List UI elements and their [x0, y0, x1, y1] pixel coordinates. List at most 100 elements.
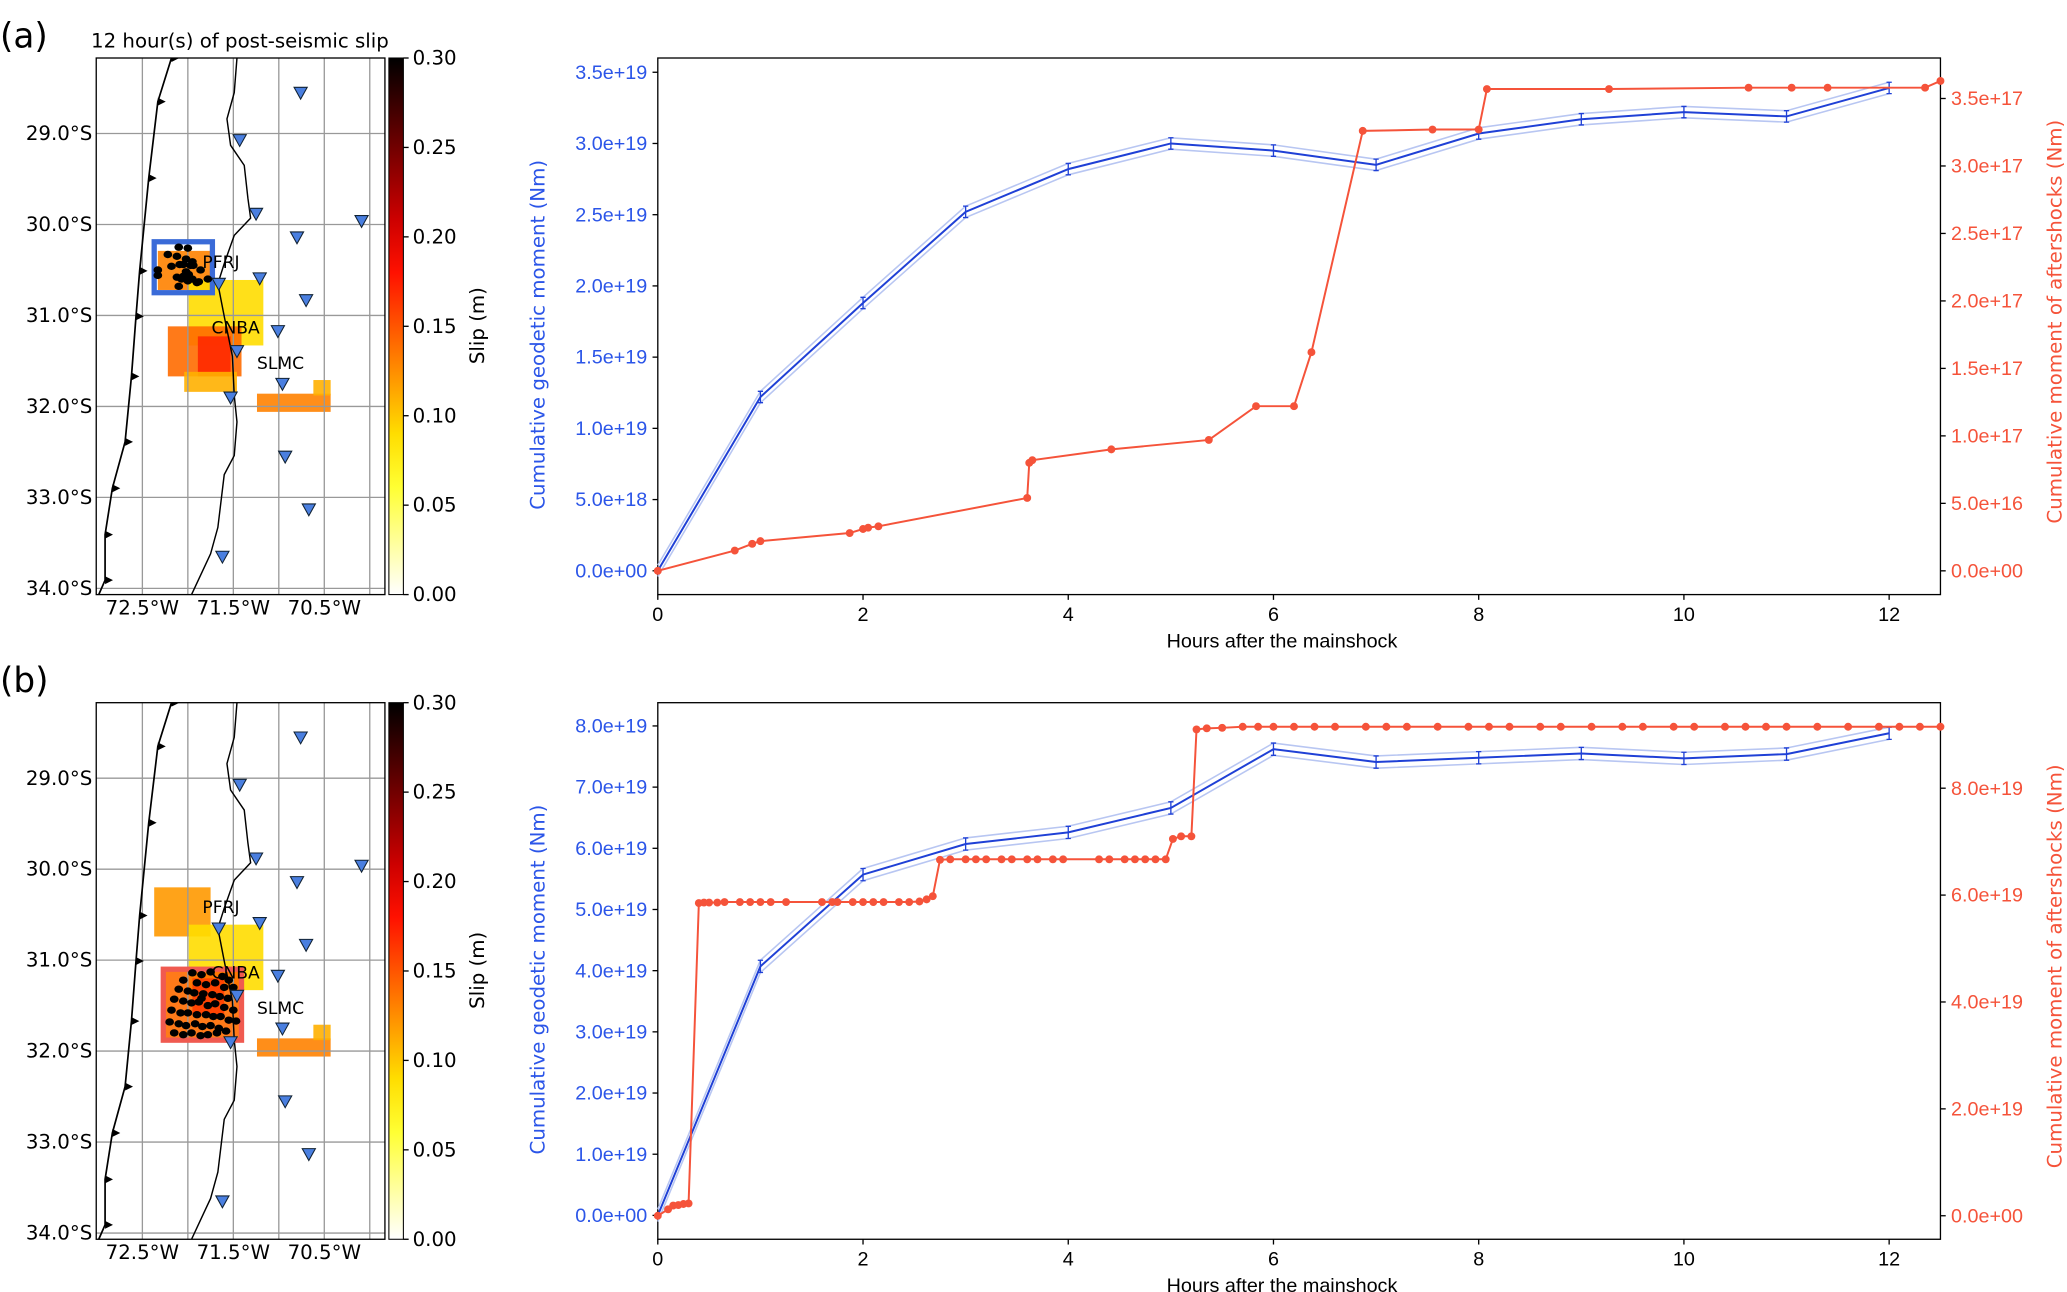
- y-left-tick-label: 3.0e+19: [575, 1021, 647, 1043]
- y-left-tick-label: 8.0e+19: [575, 716, 647, 738]
- aftershock-moment-point: [1141, 855, 1150, 864]
- aftershock-moment-point: [1485, 722, 1493, 731]
- station-label: PFRJ: [202, 898, 239, 918]
- aftershock-dot: [208, 1012, 218, 1021]
- aftershock-moment-point: [1059, 855, 1068, 864]
- aftershock-moment-point: [982, 855, 991, 864]
- geodetic-error-bar: [757, 959, 764, 974]
- lon-tick-label: 71.5°W: [197, 1241, 270, 1264]
- aftershock-dot: [183, 1009, 193, 1017]
- aftershock-moment-point: [1107, 445, 1116, 454]
- aftershock-dot: [183, 244, 193, 252]
- aftershock-dot: [219, 1003, 229, 1012]
- x-tick-label: 4: [1063, 604, 1074, 626]
- aftershock-moment-point: [1690, 722, 1699, 731]
- x-axis-label: Hours after the mainshock: [1167, 630, 1398, 652]
- colorbar-tick-label: 0.15: [413, 315, 457, 338]
- aftershock-moment-point: [845, 529, 854, 537]
- aftershock-moment-point: [1895, 722, 1904, 731]
- aftershock-dot: [218, 972, 227, 981]
- geodetic-lower-bound: [657, 92, 1890, 577]
- geodetic-error-bar: [1783, 747, 1790, 761]
- trench-triangle-icon: [105, 576, 113, 585]
- colorbar-tick-label: 0.25: [413, 136, 457, 159]
- colorbar-tick-label: 0.10: [413, 1049, 457, 1072]
- panel-b: (b) PFRJ CNBA SLMC 29.0°S 30.0°S 31.0°S 32.0°S 3…: [0, 661, 2067, 1292]
- aftershock-box: [151, 239, 216, 296]
- gnss-station-icon: [214, 1195, 230, 1209]
- y-right-axis-label: Cumulative moment of aftershocks (Nm): [2044, 764, 2067, 1168]
- aftershock-moment-point: [1120, 855, 1129, 864]
- aftershock-moment-point: [1361, 722, 1370, 731]
- aftershock-dot: [206, 1021, 215, 1030]
- geodetic-error-bar: [1476, 750, 1482, 765]
- aftershock-moment-point: [1048, 855, 1057, 864]
- colorbar-label: Slip (m): [466, 287, 489, 364]
- aftershock-dot: [219, 983, 229, 992]
- trench-triangle-icon: [157, 97, 166, 106]
- aftershock-moment-point: [997, 855, 1006, 864]
- aftershock-dot: [224, 1016, 234, 1024]
- map-frame: [95, 57, 386, 596]
- slip-patch: [197, 336, 231, 377]
- aftershock-dot: [174, 282, 184, 291]
- y-left-tick-label: 0.0e+00: [575, 1205, 647, 1227]
- y-right-tick-label: 5.0e+16: [1951, 493, 2023, 515]
- y-right-tick-label: 8.0e+19: [1951, 778, 2023, 800]
- aftershock-dot: [203, 1001, 213, 1010]
- colorbar-tick-label: 0.10: [413, 404, 457, 427]
- aftershock-dot: [228, 1006, 238, 1014]
- geodetic-error-bar: [1168, 801, 1174, 815]
- aftershock-moment-point: [1130, 855, 1139, 864]
- gnss-station-icon: [274, 377, 290, 392]
- gnss-station-icon: [301, 503, 317, 517]
- geodetic-error-bar: [1783, 110, 1790, 123]
- geodetic-error-bar: [963, 837, 969, 851]
- trench-triangle-icon: [148, 818, 157, 827]
- aftershock-moment-point: [1290, 722, 1298, 731]
- colorbar-tick-label: 0.20: [413, 225, 457, 248]
- aftershock-moment-point: [1638, 722, 1647, 731]
- gnss-station-icon: [270, 969, 286, 984]
- aftershock-moment-point: [1813, 722, 1822, 731]
- y-left-tick-label: 0.0e+00: [575, 560, 647, 582]
- gnss-station-icon: [252, 917, 268, 931]
- lat-tick-label: 30.0°S: [26, 858, 92, 881]
- y-left-tick-label: 2.0e+19: [575, 276, 647, 298]
- station-label: SLMC: [257, 354, 304, 374]
- lat-tick-label: 33.0°S: [26, 486, 92, 509]
- trench-triangle-icon: [112, 1129, 121, 1137]
- gnss-station-icon: [232, 778, 248, 793]
- lat-tick-label: 29.0°S: [26, 122, 92, 145]
- aftershock-dot: [228, 983, 238, 992]
- aftershock-moment-point: [735, 898, 744, 906]
- y-left-tick-label: 3.0e+19: [575, 133, 647, 155]
- aftershock-moment-point: [859, 898, 867, 906]
- aftershock-moment-point: [869, 898, 878, 906]
- coastline: [190, 702, 252, 1240]
- gnss-station-icon: [293, 731, 309, 745]
- gnss-station-icon: [248, 852, 264, 866]
- aftershock-moment-point: [713, 898, 722, 907]
- geodetic-error-bar: [1270, 144, 1277, 157]
- gnss-station-icon: [211, 277, 227, 292]
- gnss-station-icon: [289, 231, 305, 245]
- aftershock-moment-point: [818, 898, 826, 906]
- slip-map: 12 hour(s) of post-seismic slip PFRJ CNBA S…: [26, 29, 489, 619]
- colorbar: [388, 57, 404, 596]
- aftershock-dot: [197, 970, 206, 979]
- station-label: SLMC: [257, 999, 304, 1019]
- gnss-station-icon: [293, 86, 309, 101]
- x-tick-label: 8: [1473, 1249, 1484, 1271]
- y-left-tick-label: 1.0e+19: [575, 418, 647, 440]
- aftershock-dot: [189, 989, 199, 997]
- aftershock-moment-point: [1874, 722, 1883, 731]
- lat-tick-label: 31.0°S: [26, 949, 92, 972]
- aftershock-dot: [187, 1029, 196, 1037]
- aftershock-moment-point: [1669, 722, 1678, 731]
- aftershock-moment-point: [1252, 402, 1260, 411]
- lat-tick-label: 34.0°S: [26, 1222, 92, 1245]
- aftershock-moment-point: [1161, 855, 1170, 864]
- aftershock-dot: [198, 1022, 207, 1031]
